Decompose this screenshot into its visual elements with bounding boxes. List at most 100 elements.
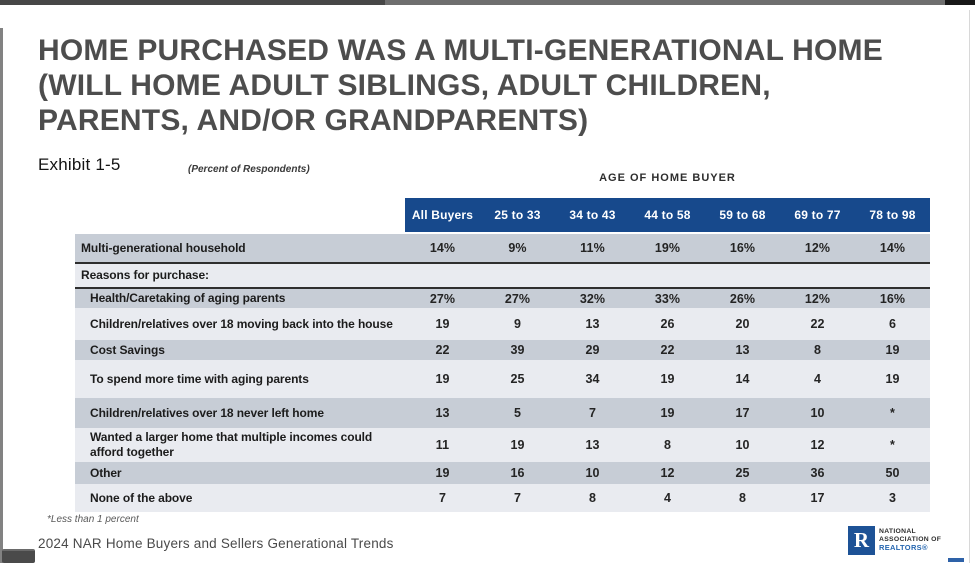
cell-value: 34: [585, 372, 600, 386]
nar-logo-text: NATIONAL ASSOCIATION OF REALTORS®: [879, 528, 941, 552]
column-header-78-98: 78 to 98: [869, 208, 916, 222]
window-top-bar: [0, 0, 975, 5]
column-header-59-68: 59 to 68: [719, 208, 766, 222]
table-row: None of the above 7 7 8 4 8 17 3: [75, 484, 930, 512]
nar-logo-line-1: NATIONAL: [879, 528, 917, 536]
row-label: Multi-generational household: [81, 240, 246, 255]
cell-value: 39: [510, 343, 525, 357]
cell-value: 13: [585, 317, 600, 331]
cell-value: 32%: [579, 291, 606, 306]
cell-value: 8: [813, 343, 822, 357]
cell-value: 36: [810, 466, 825, 480]
cell-value: 6: [888, 317, 897, 331]
cell-value: 14%: [879, 241, 906, 255]
cell-value: 14: [735, 372, 750, 386]
column-header-34-43: 34 to 43: [569, 208, 616, 222]
cell-value: 16%: [729, 241, 756, 255]
cell-value: 19: [660, 372, 675, 386]
column-header-44-58: 44 to 58: [644, 208, 691, 222]
cell-value: 27%: [429, 291, 456, 306]
cell-value: *: [890, 438, 895, 452]
cell-value: 26: [660, 317, 675, 331]
cell-value: 12: [660, 466, 675, 480]
cell-value: 22: [660, 343, 675, 357]
cell-value: 25: [510, 372, 525, 386]
header-spacer: [75, 198, 405, 232]
table-row: Multi-generational household 14% 9% 11% …: [75, 234, 930, 262]
cell-value: 25: [735, 466, 750, 480]
cell-value: 10: [810, 406, 825, 420]
cell-value: 7: [513, 491, 522, 505]
page-title: HOME PURCHASED WAS A MULTI-GENERATIONAL …: [38, 33, 948, 138]
cell-value: 13: [735, 343, 750, 357]
subtitle-percent-of-respondents: (Percent of Respondents): [188, 164, 310, 175]
row-label: To spend more time with aging parents: [90, 371, 309, 386]
cell-value: 7: [588, 406, 597, 420]
cell-value: 19: [435, 466, 450, 480]
nar-logo-realtors: REALTORS®: [879, 543, 928, 552]
age-of-home-buyer-header: AGE OF HOME BUYER: [599, 172, 736, 184]
row-label: Other: [90, 465, 122, 480]
table-section-row: Reasons for purchase:: [75, 264, 930, 287]
cell-value: 9: [513, 317, 522, 331]
page-title-line-3: PARENTS, AND/OR GRANDPARENTS): [38, 104, 589, 138]
row-label: Children/relatives over 18 moving back i…: [90, 316, 393, 331]
top-bar-segment-left: [0, 0, 385, 5]
cell-value: 10: [585, 466, 600, 480]
cell-value: 19: [660, 406, 675, 420]
cell-value: 33%: [654, 291, 681, 306]
left-edge-line: [0, 28, 3, 563]
table-row: Children/relatives over 18 moving back i…: [75, 308, 930, 340]
cell-value: 3: [888, 491, 897, 505]
cell-value: 19: [435, 317, 450, 331]
cell-value: 8: [588, 491, 597, 505]
nar-r-letter: R: [853, 528, 870, 552]
row-label: None of the above: [90, 490, 193, 505]
cell-value: 5: [513, 406, 522, 420]
table-row: To spend more time with aging parents 19…: [75, 360, 930, 398]
nar-realtor-r-icon: R: [848, 526, 875, 555]
cell-value: 22: [435, 343, 450, 357]
nar-logo-line-2: ASSOCIATION OF: [879, 536, 942, 544]
table-header-row: All Buyers 25 to 33 34 to 43 44 to 58 59…: [75, 198, 930, 232]
cell-value: 12%: [804, 291, 831, 306]
table-row: Cost Savings 22 39 29 22 13 8 19: [75, 340, 930, 360]
top-bar-segment-mid: [385, 0, 945, 5]
cell-value: 22: [810, 317, 825, 331]
row-label: Wanted a larger home that multiple incom…: [90, 430, 373, 459]
cell-value: 17: [735, 406, 750, 420]
cell-value: 13: [585, 438, 600, 452]
page-title-line-2: (WILL HOME ADULT SIBLINGS, ADULT CHILDRE…: [38, 69, 771, 103]
cell-value: 19%: [654, 241, 681, 255]
cell-value: *: [890, 406, 895, 420]
cell-value: 26%: [729, 291, 756, 306]
data-table: All Buyers 25 to 33 34 to 43 44 to 58 59…: [75, 198, 930, 512]
cell-value: 19: [885, 343, 900, 357]
top-bar-segment-right: [945, 0, 975, 5]
row-label: Health/Caretaking of aging parents: [90, 291, 286, 305]
table-row: Wanted a larger home that multiple incom…: [75, 428, 930, 462]
cell-value: 8: [738, 491, 747, 505]
cell-value: 19: [885, 372, 900, 386]
cell-value: 11%: [580, 241, 605, 255]
table-row: Children/relatives over 18 never left ho…: [75, 398, 930, 428]
row-label: Children/relatives over 18 never left ho…: [90, 405, 324, 420]
cell-value: 4: [663, 491, 672, 505]
column-header-25-33: 25 to 33: [494, 208, 541, 222]
cell-value: 50: [885, 466, 900, 480]
nar-logo: R NATIONAL ASSOCIATION OF REALTORS®: [848, 526, 941, 555]
column-header-all-buyers: All Buyers: [411, 208, 474, 222]
cell-value: 8: [663, 438, 672, 452]
cell-value: 11: [435, 438, 450, 452]
cell-value: 14%: [429, 241, 456, 255]
section-label: Reasons for purchase:: [81, 268, 209, 282]
row-label: Cost Savings: [90, 342, 165, 357]
header-cells: All Buyers 25 to 33 34 to 43 44 to 58 59…: [405, 198, 930, 232]
cell-value: 20: [735, 317, 750, 331]
cell-value: 19: [435, 372, 450, 386]
cell-value: 12: [810, 438, 825, 452]
cell-value: 7: [438, 491, 447, 505]
row-separator: [75, 287, 930, 289]
exhibit-label: Exhibit 1-5: [38, 155, 121, 174]
